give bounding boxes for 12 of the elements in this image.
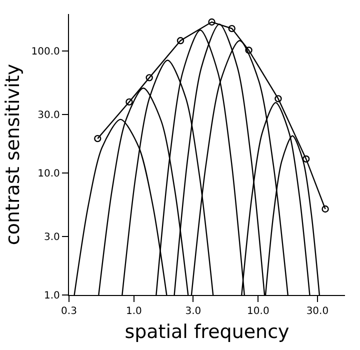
x-tick-label: 3.0 bbox=[185, 306, 202, 318]
y-tick-label: 100.0 bbox=[31, 46, 60, 58]
x-tick-label: 1.0 bbox=[126, 306, 142, 318]
x-tick-label: 10.0 bbox=[247, 306, 270, 318]
y-tick-label: 10.0 bbox=[38, 168, 60, 180]
y-axis-title: contrast sensitivity bbox=[2, 64, 24, 246]
x-tick-label: 0.3 bbox=[61, 306, 77, 318]
x-tick-label: 30.0 bbox=[306, 306, 329, 318]
x-axis-title: spatial frequency bbox=[124, 320, 290, 343]
y-tick-label: 3.0 bbox=[44, 232, 60, 244]
y-tick-label: 30.0 bbox=[38, 110, 60, 122]
y-tick-label: 1.0 bbox=[44, 290, 60, 302]
